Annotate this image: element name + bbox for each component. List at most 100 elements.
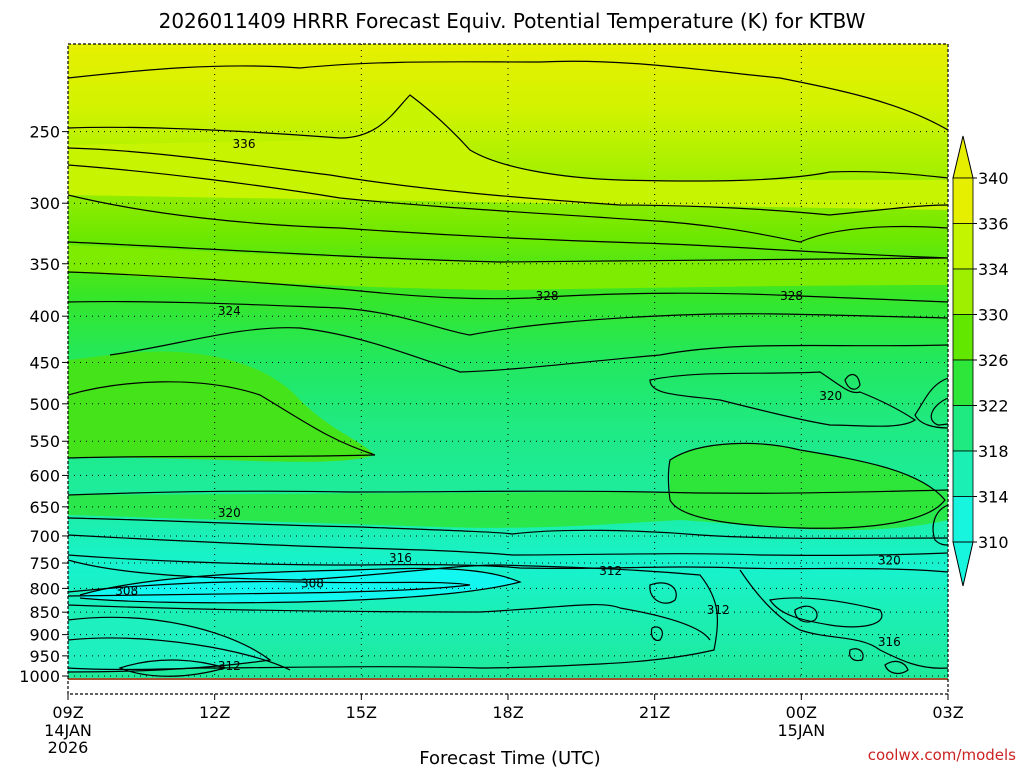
x-tick-label: 00Z	[786, 703, 817, 722]
y-tick-label: 900	[29, 626, 60, 645]
colorbar: 340 336 334 330 326 322 318 314 310	[952, 135, 1009, 587]
y-tick-label: 1000	[19, 667, 60, 686]
y-tick-label: 700	[29, 527, 60, 546]
contour-line-324-lower	[68, 454, 376, 459]
contour-line-right-low2	[768, 597, 883, 628]
y-tick-label: 800	[29, 579, 60, 598]
y-tick-label: 250	[29, 123, 60, 142]
y-tick-label: 750	[29, 554, 60, 573]
x-tick-sublabel: 14JAN	[44, 721, 92, 740]
contour-line-336	[68, 94, 948, 182]
colorbar-swatch	[952, 405, 974, 452]
contour-line-312-lower	[68, 603, 711, 641]
contour-line-right-low	[739, 569, 948, 669]
y-tick-label: 600	[29, 466, 60, 485]
y-tick-label: 500	[29, 395, 60, 414]
contour-line-small-blob1	[649, 582, 677, 604]
colorbar-top-arrow	[952, 135, 974, 179]
contour-label: 312	[599, 564, 622, 578]
contour-label: 336	[233, 137, 256, 151]
y-tick-label: 400	[29, 307, 60, 326]
x-tick-label: 15Z	[346, 703, 377, 722]
x-tick-label: 09Z	[52, 703, 83, 722]
x-tick-label: 21Z	[639, 703, 670, 722]
colorbar-tick-label: 310	[978, 533, 1009, 552]
contour-line-314	[68, 554, 948, 573]
colorbar-tick-label: 340	[978, 169, 1009, 188]
y-tick-label: 950	[29, 647, 60, 666]
contour-line-small-blob4	[844, 374, 861, 390]
contour-line-310-core	[79, 567, 522, 604]
contour-label: 320	[878, 553, 901, 567]
x-tick-label: 12Z	[199, 703, 230, 722]
colorbar-swatch	[952, 268, 974, 315]
contour-line-316	[68, 534, 948, 556]
contour-line-right-edge2	[930, 397, 948, 426]
contour-line-small-blob5	[884, 660, 909, 675]
contour-lines	[68, 60, 948, 677]
contour-line-324	[109, 327, 948, 373]
x-tick-sublabel: 15JAN	[777, 721, 825, 740]
chart-title: 2026011409 HRRR Forecast Equiv. Potentia…	[159, 9, 866, 33]
x-axis-label: Forecast Time (UTC)	[419, 748, 600, 768]
colorbar-tick-label: 334	[978, 260, 1009, 279]
contour-label: 328	[780, 289, 803, 303]
contour-line-332	[68, 194, 948, 259]
contour-label: 316	[878, 635, 901, 649]
contour-line-322-right	[914, 377, 948, 429]
region-330-band	[68, 245, 948, 290]
contour-line-334b	[68, 164, 948, 243]
contour-line-320-ring	[649, 371, 917, 427]
colorbar-tick-label: 326	[978, 351, 1009, 370]
contour-label: 308	[115, 584, 138, 598]
credit-text: coolwx.com/models	[868, 746, 1016, 764]
region-322-blob	[670, 443, 945, 529]
colorbar-tick-label: 336	[978, 215, 1009, 234]
colorbar-swatch	[952, 177, 974, 224]
contour-line-right-edge1	[932, 504, 948, 546]
colorbar-swatch	[952, 223, 974, 270]
colorbar-bottom-arrow	[952, 541, 974, 587]
contour-line-312-low	[118, 659, 228, 677]
y-tick-label: 650	[29, 498, 60, 517]
region-336-peak	[68, 95, 948, 210]
contour-line-316-lower	[68, 637, 291, 671]
contour-line-320	[68, 489, 948, 496]
colorbar-tick-label: 322	[978, 397, 1009, 416]
contour-line-small-blob2	[794, 605, 818, 623]
contour-label: 320	[218, 506, 241, 520]
colorbar-tick-label: 330	[978, 306, 1009, 325]
y-tick-label: 300	[29, 194, 60, 213]
contour-label: 312	[218, 659, 241, 673]
x-tick-label: 03Z	[932, 703, 963, 722]
y-tick-label: 550	[29, 432, 60, 451]
colorbar-swatch	[952, 496, 974, 543]
contour-line-328	[68, 271, 948, 303]
contour-labels: 336 328 328 324 320 320 316 320 312 308 308 312 316 3…	[115, 137, 901, 673]
colorbar-swatch	[952, 314, 974, 361]
contour-line-326	[68, 300, 948, 336]
contour-label: 324	[218, 304, 241, 318]
colorbar-swatch	[952, 359, 974, 406]
contour-line-314-lower	[68, 616, 272, 673]
contour-line-330	[68, 241, 948, 263]
contour-line-small-blob3	[650, 626, 664, 641]
contour-label: 316	[389, 551, 412, 565]
colorbar-tick-label: 318	[978, 442, 1009, 461]
contour-line-338	[68, 60, 948, 131]
contour-line-308	[68, 580, 471, 597]
contour-label: 312	[707, 603, 730, 617]
contour-line-334a	[68, 147, 948, 216]
ground-surface	[68, 678, 948, 680]
y-tick-label: 350	[29, 255, 60, 274]
y-tick-label: 450	[29, 353, 60, 372]
region-314-low	[68, 617, 270, 672]
contour-label: 328	[536, 289, 559, 303]
grid-lines	[68, 44, 948, 680]
region-326-lobe	[68, 351, 375, 462]
contour-label: 308	[301, 576, 324, 590]
contour-line-318	[68, 517, 948, 539]
contour-line-320-blob	[667, 442, 946, 529]
